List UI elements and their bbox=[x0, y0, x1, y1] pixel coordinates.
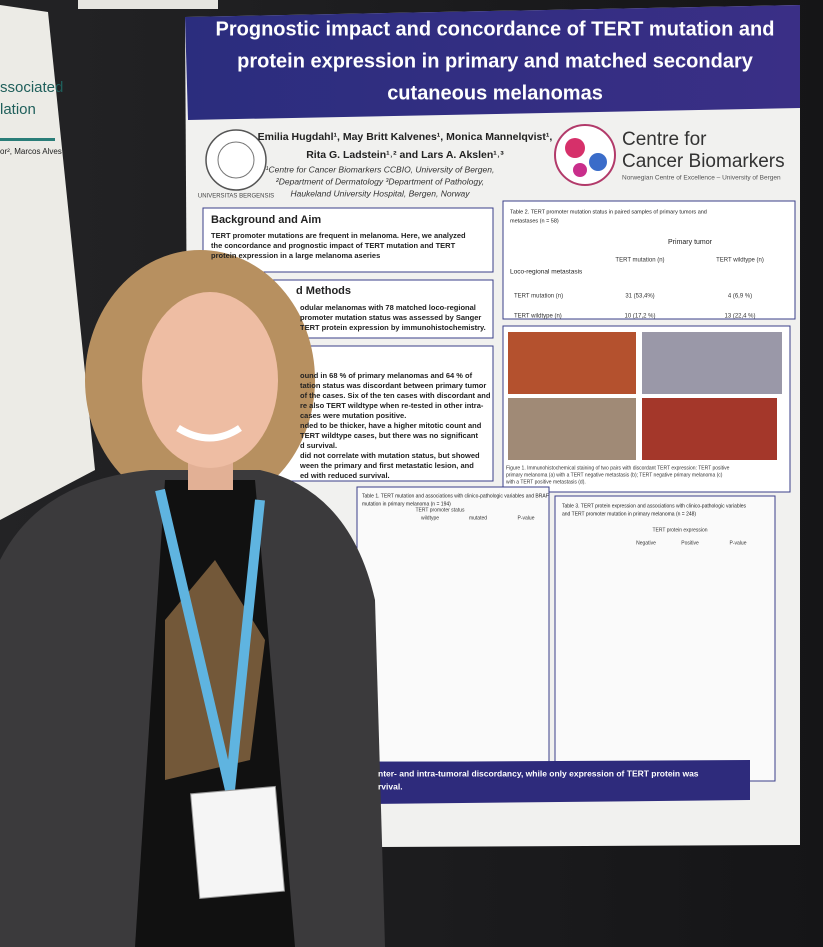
table-title: metastases (n = 58) bbox=[510, 218, 559, 224]
section-text: ed with reduced survival. bbox=[300, 471, 390, 480]
table-title: Table 3. TERT protein expression and ass… bbox=[562, 503, 746, 509]
figure-caption: Figure 1. Immunohistochemical staining o… bbox=[506, 465, 730, 471]
section-text: nded to be thicker, have a higher mitoti… bbox=[300, 421, 482, 430]
table-header: Negative bbox=[636, 540, 656, 546]
section-text: cases were mutation positive. bbox=[300, 411, 406, 420]
table-cell: 10 (17,2 %) bbox=[624, 314, 655, 320]
section-text: odular melanomas with 78 matched loco-re… bbox=[300, 303, 476, 312]
table-header: mutated bbox=[469, 515, 487, 521]
logo-cell bbox=[565, 138, 585, 158]
micrograph bbox=[642, 398, 777, 460]
left-poster bbox=[0, 5, 95, 520]
conclusion-band bbox=[370, 760, 750, 804]
table-header: TERT promoter status bbox=[416, 507, 465, 513]
section-text: promoter mutation status was assessed by… bbox=[300, 313, 481, 322]
table-title: and TERT promoter mutation in primary me… bbox=[562, 511, 696, 517]
left-poster-authors: or², Marcos Alves bbox=[0, 147, 62, 156]
left-poster-title: ssociated bbox=[0, 79, 63, 96]
logo-mark bbox=[554, 124, 616, 186]
seal bbox=[205, 129, 267, 191]
top-paper bbox=[78, 0, 218, 9]
table-cell: 4 (6,9 %) bbox=[728, 294, 752, 300]
authors: Rita G. Ladstein¹˒² and Lars A. Akslen¹˒… bbox=[306, 149, 504, 161]
table-title: Table 1. TERT mutation and associations … bbox=[362, 493, 549, 499]
seal-inner bbox=[217, 141, 255, 179]
section-text: the concordance and prognostic impact of… bbox=[211, 241, 456, 250]
logo-text: Centre for bbox=[622, 129, 707, 150]
section-heading: Background and Aim bbox=[211, 214, 321, 226]
table3-box bbox=[554, 495, 776, 782]
conclusion: rvival. bbox=[378, 781, 403, 791]
table-header: Positive bbox=[681, 540, 699, 546]
affiliations: ¹Centre for Cancer Biomarkers CCBIO, Uni… bbox=[266, 164, 495, 174]
table-cell: 13 (22,4 %) bbox=[724, 314, 755, 320]
poster-title: cutaneous melanomas bbox=[387, 82, 603, 104]
left-rule bbox=[0, 138, 55, 141]
table-cell: TERT mutation (n) bbox=[514, 294, 563, 300]
section-text: d survival. bbox=[300, 441, 337, 450]
table1-box bbox=[356, 486, 550, 763]
affiliations: ²Department of Dermatology ³Department o… bbox=[276, 176, 484, 186]
section-text: ween the primary and first metastatic le… bbox=[299, 461, 474, 470]
section-text: re also TERT wildtype when re-tested in … bbox=[300, 401, 484, 410]
figure-caption: primary melanoma (a) with a TERT negativ… bbox=[506, 472, 723, 478]
section-text: TERT promoter mutations are frequent in … bbox=[211, 231, 466, 240]
section-text: of the cases. Six of the ten cases with … bbox=[300, 391, 491, 400]
logo-cell bbox=[589, 153, 607, 171]
table2-box bbox=[502, 200, 796, 320]
section-text: ound in 68 % of primary melanomas and 64… bbox=[300, 371, 473, 380]
figure-caption: with a TERT positive metastasis (d). bbox=[506, 479, 586, 485]
section-text: did not correlate with mutation status, … bbox=[300, 451, 480, 460]
section-text: TERT wildtype cases, but there was no si… bbox=[300, 431, 478, 440]
table-header: P-value bbox=[518, 515, 535, 521]
authors: Emilia Hugdahl¹, May Britt Kalvenes¹, Mo… bbox=[258, 131, 553, 143]
table-title: Table 2. TERT promoter mutation status i… bbox=[510, 209, 707, 215]
background-box bbox=[202, 207, 494, 273]
logo-cell bbox=[573, 163, 587, 177]
micrograph bbox=[508, 398, 636, 460]
table-header: wildtype bbox=[421, 515, 439, 521]
poster-title: Prognostic impact and concordance of TER… bbox=[216, 18, 775, 40]
table-header: Loco-regional metastasis bbox=[510, 269, 583, 276]
conclusion: nter- and intra-tumoral discordancy, whi… bbox=[378, 768, 699, 778]
left-poster-title: lation bbox=[0, 101, 36, 118]
table-header: P-value bbox=[730, 540, 747, 546]
face bbox=[142, 292, 278, 468]
title-band bbox=[185, 5, 800, 120]
table-cell: TERT wildtype (n) bbox=[514, 314, 562, 320]
table-header: TERT protein expression bbox=[652, 527, 707, 533]
section-text: TERT protein expression by immunohistoch… bbox=[300, 323, 486, 332]
table-title: mutation in primary melanoma (n = 194) bbox=[362, 501, 451, 507]
affiliations: Haukeland University Hospital, Bergen, N… bbox=[290, 188, 470, 198]
table-header: TERT mutation (n) bbox=[615, 258, 664, 264]
smile bbox=[176, 424, 242, 442]
seal-text: UNIVERSITAS BERGENSIS bbox=[198, 194, 274, 200]
logo-subtitle: Norwegian Centre of Excellence – Univers… bbox=[622, 175, 781, 182]
section-text: tation status was discordant between pri… bbox=[300, 381, 486, 390]
section-heading: d Methods bbox=[296, 285, 351, 297]
table-header: TERT wildtype (n) bbox=[716, 258, 764, 264]
logo-text: Cancer Biomarkers bbox=[622, 151, 785, 172]
poster-title: protein expression in primary and matche… bbox=[237, 50, 754, 72]
section-text: protein expression in a large melanoma a… bbox=[211, 251, 380, 260]
badge bbox=[190, 785, 285, 900]
table-cell: 31 (53,4%) bbox=[625, 294, 654, 300]
micrograph bbox=[508, 332, 636, 394]
table-header: Primary tumor bbox=[668, 239, 713, 246]
micrograph bbox=[642, 332, 782, 394]
